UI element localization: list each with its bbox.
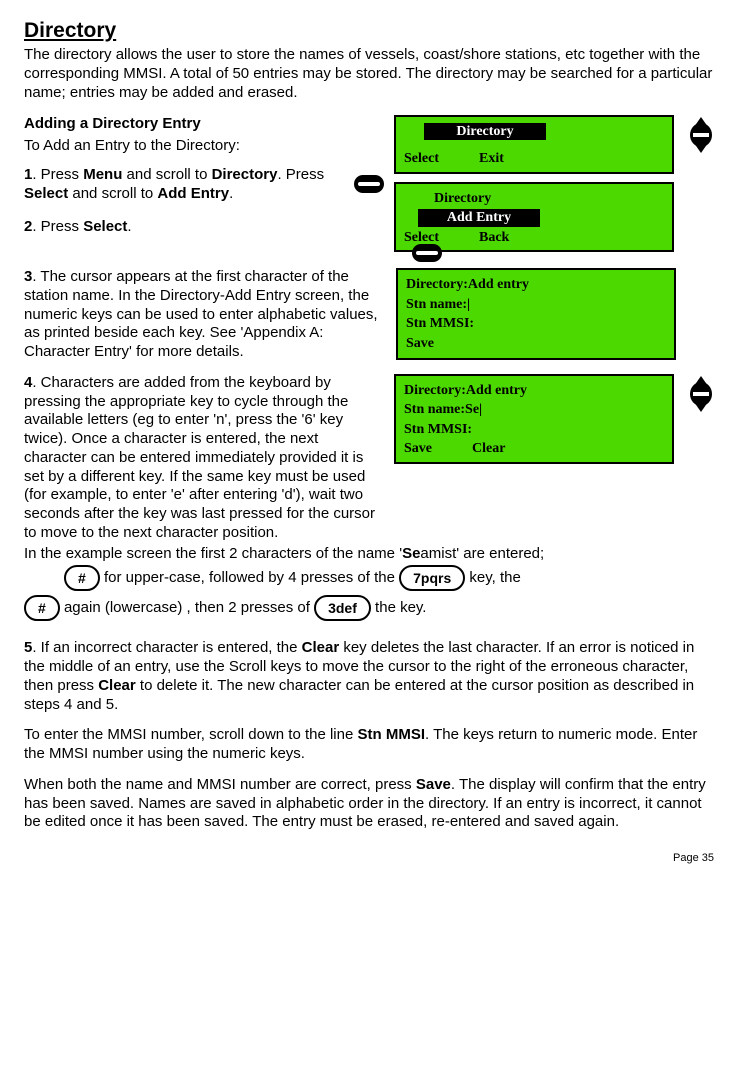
step-3: 3. The cursor appears at the first chara… [24, 268, 386, 362]
screen-line: Stn name:| [406, 296, 666, 314]
example-line-3: # again (lowercase) , then 2 presses of … [24, 595, 714, 621]
knob-icon [354, 175, 384, 193]
screen-line: Save [406, 335, 666, 353]
screen-line: Stn MMSI: [406, 315, 666, 333]
screen-line: Stn MMSI: [404, 421, 664, 439]
key-7pqrs: 7pqrs [399, 565, 465, 591]
softkey-left: Save [404, 440, 432, 458]
screen-line: Directory:Add entry [404, 382, 664, 400]
screen-line: Directory [404, 190, 664, 208]
screen-title: Directory [424, 123, 546, 141]
key-hash: # [24, 595, 60, 621]
softkey-right: Clear [472, 440, 505, 458]
softkey-right: Exit [479, 150, 504, 168]
step-2: 2. Press Select. [24, 218, 344, 237]
key-hash: # [64, 565, 100, 591]
step-4: 4. Characters are added from the keyboar… [24, 374, 384, 543]
scroll-knob-icon [688, 374, 714, 414]
lcd-screen-3: Directory:Add entry Stn name:| Stn MMSI:… [396, 268, 676, 360]
scroll-knob-icon [688, 115, 714, 155]
lcd-screen-4: Directory:Add entry Stn name:Se| Stn MMS… [394, 374, 674, 464]
example-line-1: In the example screen the first 2 charac… [24, 545, 714, 564]
adding-sub: To Add an Entry to the Directory: [24, 137, 344, 156]
key-3def: 3def [314, 595, 371, 621]
save-para: When both the name and MMSI number are c… [24, 776, 714, 832]
step-1: 1. Press Menu and scroll to Directory. P… [24, 166, 344, 204]
adding-heading: Adding a Directory Entry [24, 115, 201, 132]
screen-highlight: Add Entry [418, 209, 540, 227]
example-line-2: # for upper-case, followed by 4 presses … [64, 565, 714, 591]
page-number: Page 35 [24, 852, 714, 866]
lcd-screen-2: Directory Add Entry Select Back [394, 182, 674, 253]
intro-text: The directory allows the user to store t… [24, 46, 714, 102]
softkey-right: Back [479, 229, 509, 247]
screen-line: Directory:Add entry [406, 276, 666, 294]
screen-line: Stn name:Se| [404, 401, 664, 419]
knob-icon [412, 244, 442, 262]
mmsi-para: To enter the MMSI number, scroll down to… [24, 726, 714, 764]
softkey-left: Select [404, 150, 439, 168]
page-title: Directory [24, 18, 714, 44]
lcd-screen-1: Directory Select Exit [394, 115, 674, 174]
step-5: 5. If an incorrect character is entered,… [24, 639, 714, 714]
